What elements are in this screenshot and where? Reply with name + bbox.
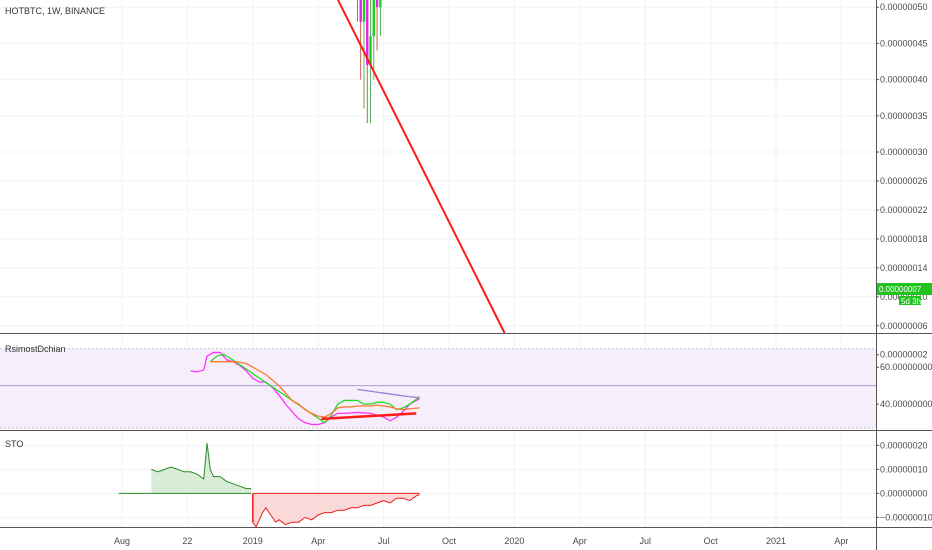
x-tick-label: Apr <box>573 536 587 546</box>
price-y-tick-label: 0.00000045 <box>880 38 928 48</box>
last-price-tag <box>877 283 932 295</box>
price-y-tick-label: 0.00000006 <box>880 321 928 331</box>
price-y-tick-label: 0.00000050 <box>880 2 928 12</box>
price-y-tick-label: 0.00000002 <box>880 350 928 360</box>
rsi-y-tick-label: 60.00000000 <box>880 362 932 372</box>
price-y-tick-label: 0.00000040 <box>880 75 928 85</box>
sto-y-tick-label: −0.00000010 <box>880 512 932 522</box>
candle-body <box>359 0 362 22</box>
countdown-tag <box>899 296 921 305</box>
x-tick-label: Oct <box>704 536 719 546</box>
rsi-pane[interactable] <box>0 348 876 429</box>
candle-body <box>372 0 375 37</box>
candle[interactable] <box>359 0 362 80</box>
x-tick-label: 2019 <box>243 536 263 546</box>
rsi-pane-title: RsimostDchian <box>5 344 66 354</box>
x-tick-label: Oct <box>442 536 457 546</box>
price-y-tick-label: 0.00000018 <box>880 234 928 244</box>
rsi-series-line[interactable] <box>210 361 420 418</box>
x-tick-label: Aug <box>114 536 130 546</box>
sto-positive-line[interactable] <box>151 442 252 490</box>
x-tick-label: 2020 <box>504 536 524 546</box>
sto-negative-fill <box>252 493 420 527</box>
price-trendline[interactable] <box>251 0 506 334</box>
candle[interactable] <box>362 0 366 109</box>
candle-body <box>379 0 382 8</box>
rsi-series-line[interactable] <box>357 388 420 399</box>
rsi-trendline[interactable] <box>321 412 417 421</box>
candle[interactable] <box>375 0 379 51</box>
candle[interactable] <box>379 0 382 37</box>
candle-body <box>375 0 379 8</box>
price-y-tick-label: 0.00000030 <box>880 147 928 157</box>
x-tick-label: 22 <box>182 536 192 546</box>
grid <box>0 0 876 527</box>
candle-body <box>369 36 372 66</box>
sto-pane-title: STO <box>5 439 23 449</box>
x-tick-label: Apr <box>834 536 848 546</box>
rsi-y-tick-label: 40.00000000 <box>880 399 932 409</box>
price-y-tick-label: 0.00000014 <box>880 263 928 273</box>
candle[interactable] <box>372 0 375 80</box>
price-pane[interactable] <box>0 0 876 334</box>
sto-negative-line[interactable] <box>252 494 420 529</box>
last-price-label: 0.00000007 <box>879 285 922 294</box>
candle[interactable] <box>366 0 369 124</box>
x-tick-label: 2021 <box>766 536 786 546</box>
candle[interactable] <box>369 0 372 124</box>
x-tick-label: Jul <box>639 536 651 546</box>
sto-positive-fill <box>151 443 252 494</box>
sto-pane[interactable] <box>118 442 420 529</box>
axes: Aug 22 2019 Apr Jul Oct 2020 Apr Jul Oct 2021 Apr 0.… <box>114 2 932 546</box>
x-tick-label: Jul <box>378 536 390 546</box>
countdown-label: 5d 3h <box>901 297 921 306</box>
price-pane-title: HOTBTC, 1W, BINANCE <box>5 6 105 16</box>
price-y-tick-label: 0.00000022 <box>880 205 928 215</box>
candle-body <box>366 0 369 66</box>
rsi-series-line[interactable] <box>209 353 420 424</box>
candle-body <box>362 0 366 22</box>
x-tick-label: Apr <box>311 536 325 546</box>
sto-y-tick-label: 0.00000000 <box>880 488 928 498</box>
sto-y-tick-label: 0.00000010 <box>880 464 928 474</box>
rsi-band <box>0 348 876 429</box>
price-y-tick-label: 0.00000026 <box>880 176 928 186</box>
candle[interactable] <box>356 0 358 22</box>
sto-y-tick-label: 0.00000020 <box>880 440 928 450</box>
price-y-tick-label: 0.00000035 <box>880 111 928 121</box>
